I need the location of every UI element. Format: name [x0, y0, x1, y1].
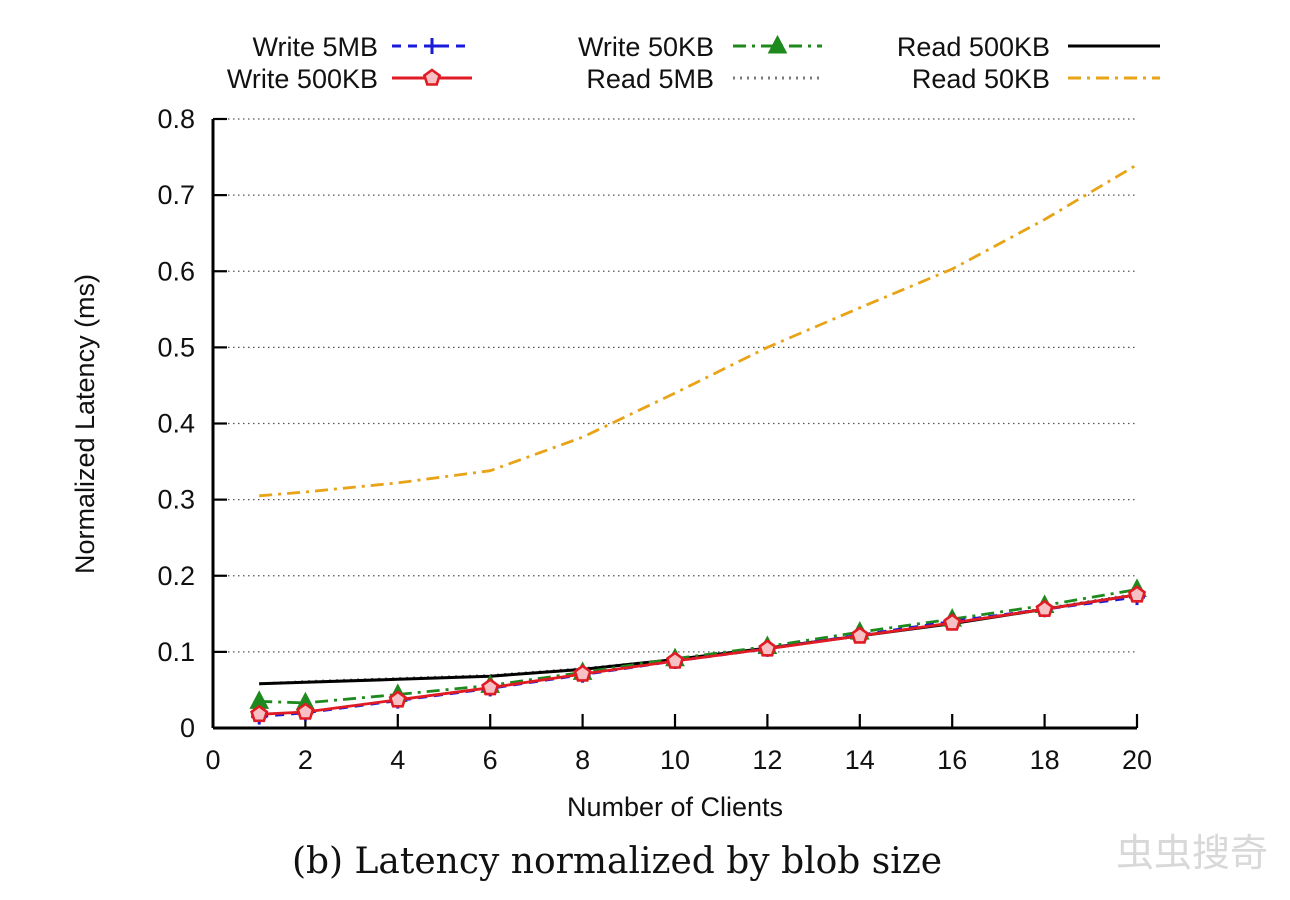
legend-marker: [424, 38, 440, 54]
series-line: [259, 163, 1138, 498]
series-write-50kb: [249, 578, 1147, 711]
x-tick-label: 6: [483, 745, 498, 775]
legend-label: Write 500KB: [227, 64, 378, 94]
x-tick-label: 14: [845, 745, 875, 775]
x-tick-label: 12: [752, 745, 782, 775]
data-point: [1127, 585, 1147, 603]
legend-label: Read 50KB: [912, 64, 1050, 94]
data-point: [573, 664, 592, 682]
legend-entry: Read 5MB: [586, 64, 822, 94]
x-tick-label: 2: [298, 745, 313, 775]
data-point: [250, 704, 269, 723]
series-read-5mb: [259, 592, 1138, 686]
x-tick-label: 18: [1030, 745, 1060, 775]
legend-entry: Read 50KB: [912, 64, 1160, 94]
x-tick-label: 4: [390, 745, 405, 775]
series-line: [259, 593, 1138, 686]
y-tick-label: 0.1: [157, 637, 195, 667]
legend-label: Write 50KB: [578, 32, 714, 62]
axes: 0 0.1 0.2 0.3 0.4 0.5 0.6 0.7 0.8 0 2 4 6 8 10 12 14 16 18…: [157, 104, 1152, 775]
y-tick-label: 0.6: [157, 256, 195, 286]
x-tick-label: 16: [937, 745, 967, 775]
legend-entry: Write 500KB: [227, 64, 472, 94]
data-point: [296, 702, 315, 720]
legend-label: Read 500KB: [897, 32, 1050, 62]
series-read-50kb: [259, 163, 1138, 498]
series-read-500kb: [259, 593, 1138, 686]
legend-entry: Write 5MB: [252, 32, 472, 62]
legend-label: Read 5MB: [586, 64, 714, 94]
y-tick-label: 0.3: [157, 485, 195, 515]
y-tick-label: 0.8: [157, 104, 195, 134]
series-write-500kb: [250, 585, 1147, 723]
y-tick-label: 0.7: [157, 180, 195, 210]
y-tick-label: 0.4: [157, 409, 195, 439]
legend-label: Write 5MB: [252, 32, 378, 62]
watermark: 虫虫搜奇: [1116, 831, 1268, 875]
data-point: [758, 639, 777, 657]
x-axis-title: Number of Clients: [567, 792, 783, 822]
data-point: [388, 690, 407, 708]
y-tick-label: 0: [180, 713, 195, 743]
y-tick-label: 0.5: [157, 332, 195, 362]
data-point: [665, 651, 685, 669]
x-tick-label: 0: [205, 745, 220, 775]
data-point: [1035, 599, 1054, 618]
data-point: [850, 626, 869, 644]
y-tick-label: 0.2: [157, 561, 195, 591]
x-tick-label: 20: [1122, 745, 1152, 775]
series-line: [259, 592, 1138, 686]
y-axis-title: Normalized Latency (ms): [70, 274, 100, 574]
x-tick-label: 8: [575, 745, 590, 775]
series-layer: [249, 163, 1147, 725]
data-point: [943, 613, 962, 631]
legend-entry: Read 500KB: [897, 32, 1160, 62]
legend-entry: Write 50KB: [578, 32, 822, 62]
series-line: [259, 588, 1138, 705]
x-tick-label: 10: [660, 745, 690, 775]
data-point: [481, 678, 500, 696]
figure-caption: (b) Latency normalized by blob size: [292, 841, 942, 882]
grid-lines: [213, 118, 1137, 653]
legend-marker: [767, 34, 788, 54]
legend-marker: [422, 68, 442, 86]
